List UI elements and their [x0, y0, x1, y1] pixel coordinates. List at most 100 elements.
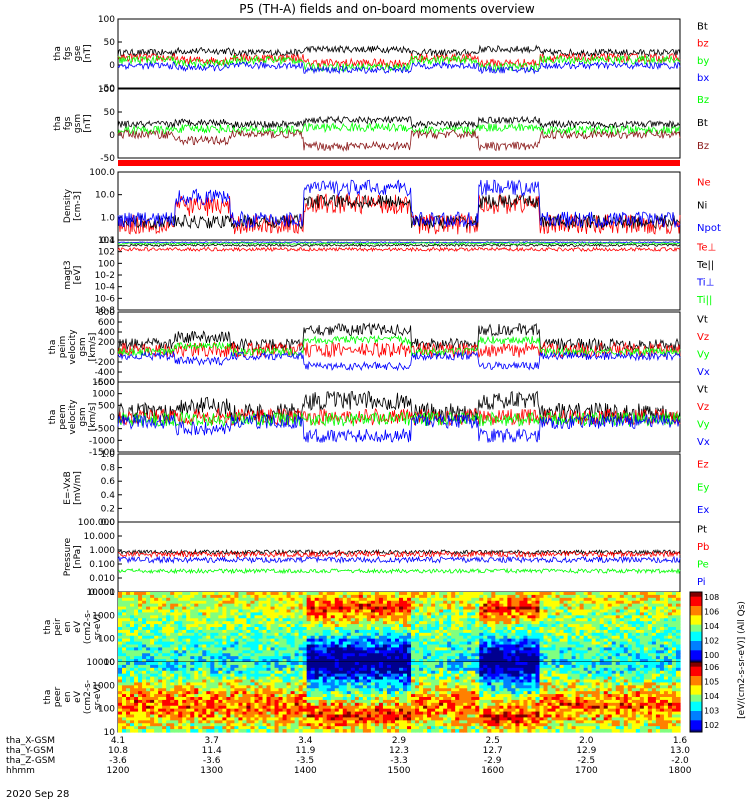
heatmap-cell [366, 597, 372, 602]
heatmap-cell [254, 612, 260, 616]
heatmap-cell [234, 711, 240, 716]
heatmap-cell [194, 659, 199, 663]
heatmap-cell [222, 676, 227, 681]
heatmap-cell [210, 621, 215, 625]
heatmap-cell [334, 600, 340, 605]
heatmap-cell [455, 629, 460, 634]
heatmap-cell [234, 664, 240, 669]
heatmap-cell [595, 638, 601, 643]
heatmap-cell [443, 612, 448, 616]
heatmap-cell [214, 679, 219, 684]
heatmap-cell [543, 592, 549, 596]
heatmap-cell [162, 708, 167, 713]
heatmap-cell [423, 606, 428, 611]
heatmap-cell [238, 653, 244, 657]
heatmap-cell [467, 624, 472, 628]
heatmap-cell [350, 653, 356, 657]
heatmap-cell [318, 702, 324, 707]
heatmap-cell [366, 647, 372, 651]
heatmap-cell [178, 629, 183, 634]
heatmap-cell [314, 679, 320, 684]
heatmap-cell [230, 629, 236, 634]
heatmap-cell [342, 729, 348, 733]
heatmap-cell [130, 632, 135, 637]
heatmap-cell [370, 638, 376, 643]
heatmap-cell [619, 656, 625, 660]
heatmap-cell [366, 629, 372, 634]
heatmap-cell [294, 600, 300, 605]
heatmap-cell [254, 723, 260, 727]
heatmap-cell [206, 629, 211, 634]
heatmap-cell [126, 708, 131, 713]
heatmap-cell [423, 635, 428, 640]
heatmap-cell [150, 699, 155, 704]
heatmap-cell [238, 597, 244, 602]
heatmap-cell [675, 621, 681, 625]
heatmap-cell [346, 600, 352, 605]
heatmap-cell [378, 606, 384, 611]
heatmap-cell [298, 627, 304, 631]
heatmap-cell [210, 603, 215, 608]
heatmap-cell [206, 644, 211, 649]
heatmap-cell [362, 627, 368, 631]
heatmap-cell [246, 606, 252, 611]
heatmap-cell [182, 688, 187, 692]
heatmap-cell [362, 612, 368, 616]
heatmap-cell [306, 673, 312, 678]
heatmap-cell [250, 609, 256, 614]
heatmap-cell [483, 618, 488, 622]
heatmap-cell [282, 632, 288, 637]
heatmap-cell [202, 705, 207, 710]
heatmap-cell [266, 714, 272, 719]
heatmap-cell [350, 597, 356, 602]
heatmap-cell [390, 650, 396, 654]
heatmap-cell [198, 653, 203, 657]
heatmap-cell [218, 662, 223, 666]
heatmap-cell [463, 606, 468, 611]
heatmap-cell [551, 659, 557, 663]
heatmap-cell [467, 632, 472, 637]
heatmap-cell [631, 644, 637, 649]
heatmap-cell [266, 729, 272, 733]
heatmap-cell [306, 592, 312, 596]
heatmap-cell [198, 621, 203, 625]
heatmap-cell [310, 615, 316, 619]
heatmap-cell [142, 702, 147, 707]
heatmap-cell [150, 664, 155, 669]
heatmap-cell [382, 603, 388, 608]
heatmap-cell [186, 726, 191, 730]
heatmap-cell [595, 592, 601, 596]
panel-frame [117, 453, 681, 523]
heatmap-cell [186, 627, 191, 631]
heatmap-cell [310, 664, 316, 669]
heatmap-cell [162, 632, 167, 637]
heatmap-cell [302, 635, 308, 640]
heatmap-cell [178, 618, 183, 622]
heatmap-cell [647, 638, 653, 643]
heatmap-cell [150, 656, 155, 660]
heatmap-cell [447, 618, 452, 622]
heatmap-cell [571, 606, 577, 611]
heatmap-cell [318, 641, 324, 646]
heatmap-cell [182, 729, 187, 733]
heatmap-cell [306, 612, 312, 616]
heatmap-cell [242, 702, 248, 707]
heatmap-cell [218, 714, 223, 719]
heatmap-cell [503, 627, 508, 631]
heatmap-cell [146, 694, 151, 698]
heatmap-cell [643, 638, 649, 643]
heatmap-cell [330, 656, 336, 660]
heatmap-cell [306, 664, 312, 669]
heatmap-cell [667, 653, 673, 657]
heatmap-cell [495, 653, 500, 657]
heatmap-cell [166, 702, 171, 707]
heatmap-cell [294, 670, 300, 675]
heatmap-cell [254, 638, 260, 643]
heatmap-cell [567, 592, 573, 596]
heatmap-cell [511, 644, 517, 649]
heatmap-cell [178, 597, 183, 602]
heatmap-cell [639, 597, 645, 602]
heatmap-cell [290, 594, 296, 599]
heatmap-cell [254, 729, 260, 733]
heatmap-cell [282, 679, 288, 684]
